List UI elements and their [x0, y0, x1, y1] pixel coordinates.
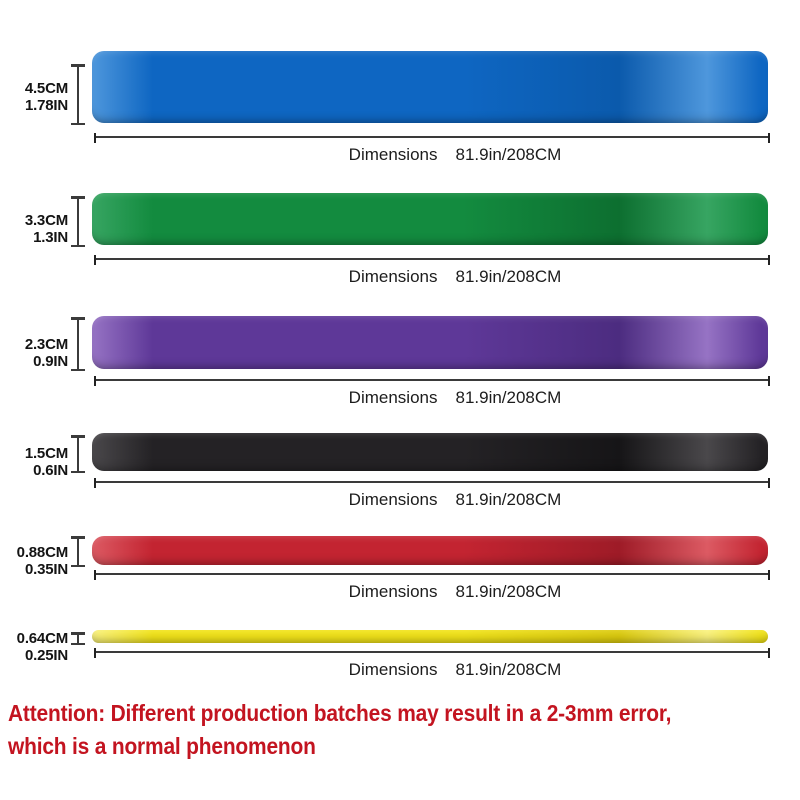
measure-tick-right [768, 648, 770, 658]
resistance-band-red [92, 536, 768, 565]
thickness-in: 0.9IN [33, 352, 68, 370]
height-bracket-icon [71, 536, 85, 567]
measure-tick-right [768, 376, 770, 386]
measure-tick-left [94, 648, 96, 658]
dimensions-value: 81.9in/208CM [455, 267, 562, 286]
bracket-bottom-cap [71, 564, 85, 567]
dimensions-caption: Dimensions 81.9in/208CM [117, 388, 793, 408]
attention-line-2: which is a normal phenomenon [8, 733, 316, 759]
resistance-band-green [92, 193, 768, 245]
bracket-stem [77, 64, 79, 125]
measure-tick-left [94, 255, 96, 265]
dimensions-value: 81.9in/208CM [455, 490, 562, 509]
dimensions-caption: Dimensions 81.9in/208CM [117, 660, 793, 680]
thickness-in: 0.6IN [33, 462, 68, 479]
dimensions-label: Dimensions [348, 660, 438, 679]
thickness-in: 0.25IN [25, 646, 68, 664]
bracket-stem [77, 196, 79, 247]
thickness-cm: 2.3CM [24, 335, 68, 353]
length-measure-line [94, 478, 770, 488]
resistance-band-yellow [92, 630, 768, 643]
thickness-cm: 4.5CM [24, 80, 68, 97]
resistance-band-purple [92, 316, 768, 369]
dimensions-caption: Dimensions 81.9in/208CM [117, 145, 793, 165]
dimensions-caption: Dimensions 81.9in/208CM [117, 490, 793, 510]
thickness-cm: 0.88CM [16, 543, 69, 561]
height-bracket-icon [71, 435, 85, 473]
length-measure-line [94, 133, 770, 143]
height-bracket-icon [71, 196, 85, 247]
measure-tick-left [94, 570, 96, 580]
dimensions-label: Dimensions [348, 388, 438, 407]
measure-tick-right [768, 570, 770, 580]
bracket-stem [77, 435, 79, 473]
resistance-band-blue [92, 51, 768, 123]
bracket-stem [77, 632, 79, 645]
dimensions-label: Dimensions [348, 490, 438, 509]
length-measure-line [94, 570, 770, 580]
thickness-cm: 1.5CM [24, 445, 68, 462]
dimensions-label: Dimensions [348, 145, 438, 164]
measure-tick-left [94, 133, 96, 143]
dimensions-label: Dimensions [348, 267, 438, 286]
bracket-stem [77, 317, 79, 371]
bracket-bottom-cap [71, 244, 85, 247]
dimensions-caption: Dimensions 81.9in/208CM [117, 582, 793, 602]
thickness-in: 1.78IN [25, 97, 68, 114]
bracket-bottom-cap [71, 122, 85, 125]
thickness-in: 0.35IN [25, 560, 68, 578]
band-thickness-label: 0.64CM 0.25IN [0, 629, 69, 664]
dimensions-value: 81.9in/208CM [455, 660, 562, 679]
height-bracket-icon [71, 64, 85, 125]
dimensions-caption: Dimensions 81.9in/208CM [117, 267, 793, 287]
height-bracket-icon [71, 317, 85, 371]
measure-tick-right [768, 255, 770, 265]
dimensions-value: 81.9in/208CM [455, 582, 562, 601]
measure-tick-left [94, 478, 96, 488]
band-thickness-label: 4.5CM 1.78IN [0, 80, 68, 114]
height-bracket-icon [71, 632, 85, 645]
measure-tick-right [768, 133, 770, 143]
bracket-stem [77, 536, 79, 567]
bracket-bottom-cap [71, 470, 85, 473]
band-thickness-label: 1.5CM 0.6IN [0, 445, 68, 479]
length-measure-line [94, 376, 770, 386]
measure-tick-left [94, 376, 96, 386]
length-measure-line [94, 648, 770, 658]
measure-tick-right [768, 478, 770, 488]
thickness-cm: 0.64CM [16, 629, 69, 647]
band-thickness-label: 3.3CM 1.3IN [0, 212, 68, 246]
attention-note: Attention: Different production batches … [8, 697, 729, 763]
thickness-in: 1.3IN [33, 229, 68, 246]
bracket-bottom-cap [71, 368, 85, 371]
resistance-band-black [92, 433, 768, 471]
dimensions-label: Dimensions [348, 582, 438, 601]
length-measure-line [94, 255, 770, 265]
bracket-bottom-cap [71, 642, 85, 645]
band-thickness-label: 2.3CM 0.9IN [0, 336, 68, 370]
thickness-cm: 3.3CM [24, 212, 68, 229]
dimensions-value: 81.9in/208CM [455, 388, 562, 407]
dimensions-value: 81.9in/208CM [455, 145, 562, 164]
attention-line-1: Attention: Different production batches … [8, 700, 672, 726]
band-thickness-label: 0.88CM 0.35IN [0, 543, 69, 578]
